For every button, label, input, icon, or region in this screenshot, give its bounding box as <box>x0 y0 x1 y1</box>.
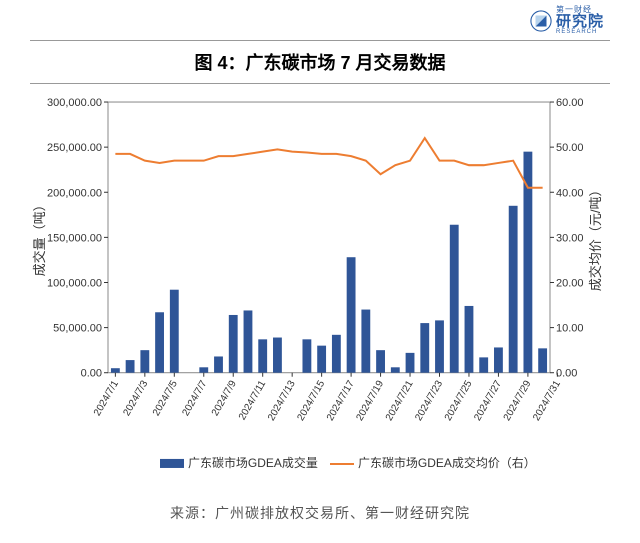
bar <box>420 323 429 373</box>
svg-text:成交均价（元/吨）: 成交均价（元/吨） <box>588 183 603 291</box>
bar <box>317 346 326 373</box>
bar <box>332 335 341 373</box>
bar <box>111 368 120 373</box>
bar <box>347 257 356 372</box>
bar <box>361 310 370 373</box>
price-line <box>115 138 542 188</box>
legend-line-label: 广东碳市场GDEA成交均价（右） <box>358 455 536 470</box>
svg-text:2024/7/7: 2024/7/7 <box>180 378 209 418</box>
svg-text:300,000.00: 300,000.00 <box>47 97 102 109</box>
svg-text:250,000.00: 250,000.00 <box>47 142 102 154</box>
bar <box>155 312 164 372</box>
svg-text:10.00: 10.00 <box>556 323 583 335</box>
svg-text:2024/7/17: 2024/7/17 <box>325 378 357 422</box>
svg-text:60.00: 60.00 <box>556 97 583 109</box>
svg-text:2024/7/9: 2024/7/9 <box>210 378 239 418</box>
bar <box>273 338 282 373</box>
chart-svg: 0.00 50,000.00 100,000.00 150,000.00 200,000… <box>30 92 610 483</box>
svg-text:0.00: 0.00 <box>81 368 102 380</box>
bar <box>140 350 149 373</box>
bar <box>435 320 444 372</box>
svg-text:2024/7/15: 2024/7/15 <box>295 378 327 422</box>
svg-text:150,000.00: 150,000.00 <box>47 232 102 244</box>
svg-text:20.00: 20.00 <box>556 277 583 289</box>
bar <box>479 357 488 372</box>
svg-text:成交量（吨）: 成交量（吨） <box>32 198 47 276</box>
svg-text:2024/7/23: 2024/7/23 <box>413 378 445 422</box>
brand-logo: 第一财经 研究院 RESEARCH <box>530 6 604 35</box>
logo-main-text: 研究院 <box>556 14 604 29</box>
svg-text:2024/7/13: 2024/7/13 <box>266 378 298 422</box>
svg-text:2024/7/19: 2024/7/19 <box>354 378 386 422</box>
bar <box>509 206 518 373</box>
svg-text:2024/7/1: 2024/7/1 <box>92 378 121 418</box>
svg-text:2024/7/5: 2024/7/5 <box>151 378 180 418</box>
logo-icon <box>530 10 552 32</box>
bar <box>494 347 503 372</box>
chart-container: 0.00 50,000.00 100,000.00 150,000.00 200,000… <box>30 92 610 483</box>
svg-text:2024/7/25: 2024/7/25 <box>443 378 475 422</box>
bar <box>406 353 415 373</box>
bar <box>214 356 223 372</box>
svg-text:2024/7/11: 2024/7/11 <box>237 378 269 422</box>
bar <box>538 348 547 372</box>
bar <box>126 360 135 373</box>
bar <box>465 306 474 373</box>
svg-text:2024/7/27: 2024/7/27 <box>472 378 504 422</box>
legend-bar-label: 广东碳市场GDEA成交量 <box>188 455 318 470</box>
bar <box>170 290 179 373</box>
bar <box>229 315 238 373</box>
svg-text:2024/7/29: 2024/7/29 <box>502 378 534 422</box>
svg-text:40.00: 40.00 <box>556 187 583 199</box>
source-text: 来源：广州碳排放权交易所、第一财经研究院 <box>0 503 640 523</box>
svg-text:2024/7/3: 2024/7/3 <box>121 378 150 418</box>
chart-title: 图 4：广东碳市场 7 月交易数据 <box>194 53 445 73</box>
svg-text:50.00: 50.00 <box>556 142 583 154</box>
bar <box>523 152 532 373</box>
svg-text:100,000.00: 100,000.00 <box>47 277 102 289</box>
svg-text:2024/7/31: 2024/7/31 <box>531 378 563 422</box>
chart-title-row: 图 4：广东碳市场 7 月交易数据 <box>30 40 610 84</box>
svg-text:50,000.00: 50,000.00 <box>53 323 102 335</box>
logo-sub-text: RESEARCH <box>556 29 604 35</box>
bar <box>258 339 267 372</box>
bar <box>450 225 459 373</box>
bar <box>376 350 385 373</box>
bar <box>244 310 253 372</box>
svg-text:0.00: 0.00 <box>556 368 577 380</box>
svg-text:30.00: 30.00 <box>556 232 583 244</box>
bar <box>302 339 311 372</box>
svg-text:200,000.00: 200,000.00 <box>47 187 102 199</box>
bar <box>391 367 400 372</box>
bar <box>199 367 208 372</box>
svg-text:2024/7/21: 2024/7/21 <box>384 378 416 422</box>
